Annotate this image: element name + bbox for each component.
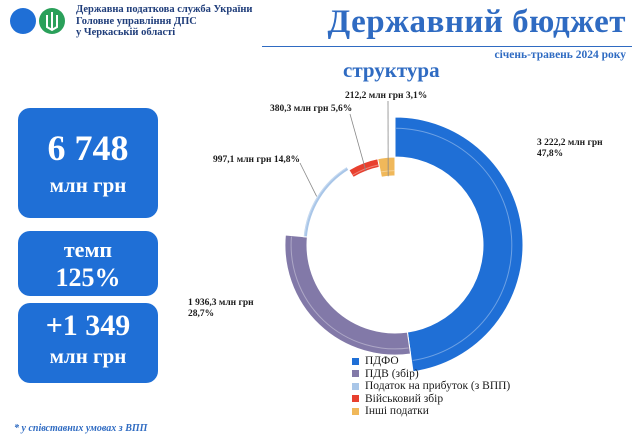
report-period: січень-травень 2024 року xyxy=(494,49,627,61)
kpi-growth-value: +1 349 xyxy=(45,309,131,342)
organization-name: Державна податкова служба України Головн… xyxy=(76,4,252,39)
slice-label-податок-на-прибуток-з-впп: 997,1 млн грн 14,8% xyxy=(213,155,300,165)
chart-legend: ПДФО ПДВ (збір) Податок на прибуток (з ВПП… xyxy=(352,355,510,418)
leader-line-військовий-збір xyxy=(349,113,367,172)
legend-swatch xyxy=(352,407,359,415)
kpi-rate-card: темп 125% xyxy=(18,231,158,296)
slice-інші-податки xyxy=(377,156,396,178)
kpi-rate-value: 125% xyxy=(55,263,121,292)
slice-label-пдв-збір-percent: 28,7% xyxy=(188,309,214,319)
kpi-total-card: 6 748 млн грн xyxy=(18,108,158,218)
dps-logo xyxy=(10,8,65,34)
legend-label: ПДФО xyxy=(365,355,399,368)
slice-label-пдв-збір: 1 936,3 млн грн xyxy=(188,298,254,308)
org-line-3: у Черкаській області xyxy=(76,27,176,38)
trident-icon xyxy=(46,12,58,32)
slice-пдфо xyxy=(394,116,524,373)
legend-label: Податок на прибуток (з ВПП) xyxy=(365,380,511,393)
kpi-rate-label: темп xyxy=(63,237,113,262)
logo-blue-circle xyxy=(10,8,36,34)
footnote: * у співставних умовах з ВПП xyxy=(14,423,148,434)
slice-ring-податок-на-прибуток-з-впп xyxy=(303,167,347,236)
kpi-total-unit: млн грн xyxy=(49,173,127,197)
legend-swatch xyxy=(352,382,359,390)
slice-податок-на-прибуток-з-впп xyxy=(302,165,350,238)
kpi-growth-card: +1 349 млн грн xyxy=(18,303,158,383)
legend-item-податок-на-прибуток-з-впп: Податок на прибуток (з ВПП) xyxy=(352,380,510,393)
legend-label: ПДВ (збір) xyxy=(365,367,419,380)
legend-swatch xyxy=(352,395,359,403)
slice-ring-пдфо xyxy=(396,127,513,361)
legend-label: Військовий збір xyxy=(365,392,444,405)
org-line-2: Головне управління ДПС xyxy=(76,15,197,27)
page-title: Державний бюджет xyxy=(327,4,626,40)
slice-label-інші-податки: 212,2 млн грн 3,1% xyxy=(345,91,427,101)
kpi-total-value: 6 748 xyxy=(47,128,129,168)
slice-label-пдфо-percent: 47,8% xyxy=(537,149,563,159)
legend-swatch xyxy=(352,370,359,378)
slice-пдв-збір xyxy=(284,234,412,356)
slice-ring-пдв-збір xyxy=(290,236,409,350)
slice-label-військовий-збір: 380,3 млн грн 5,6% xyxy=(270,104,352,114)
legend-item-військовий-збір: Військовий збір xyxy=(352,393,510,406)
legend-item-пдв-збір: ПДВ (збір) xyxy=(352,368,510,381)
slice-label-пдфо: 3 222,2 млн грн xyxy=(537,138,603,148)
kpi-growth-unit: млн грн xyxy=(49,344,127,368)
org-line-1: Державна податкова служба України xyxy=(76,4,253,15)
legend-item-пдфо: ПДФО xyxy=(352,355,510,368)
title-divider xyxy=(262,46,632,47)
legend-label: Інші податки xyxy=(365,405,429,418)
slice-ring-інші-податки xyxy=(381,170,395,173)
leader-line-податок-на-прибуток-з-впп xyxy=(299,162,318,197)
legend-item-інші-податки: Інші податки xyxy=(352,405,510,418)
legend-swatch xyxy=(352,357,359,365)
chart-subtitle: структура xyxy=(343,58,440,82)
